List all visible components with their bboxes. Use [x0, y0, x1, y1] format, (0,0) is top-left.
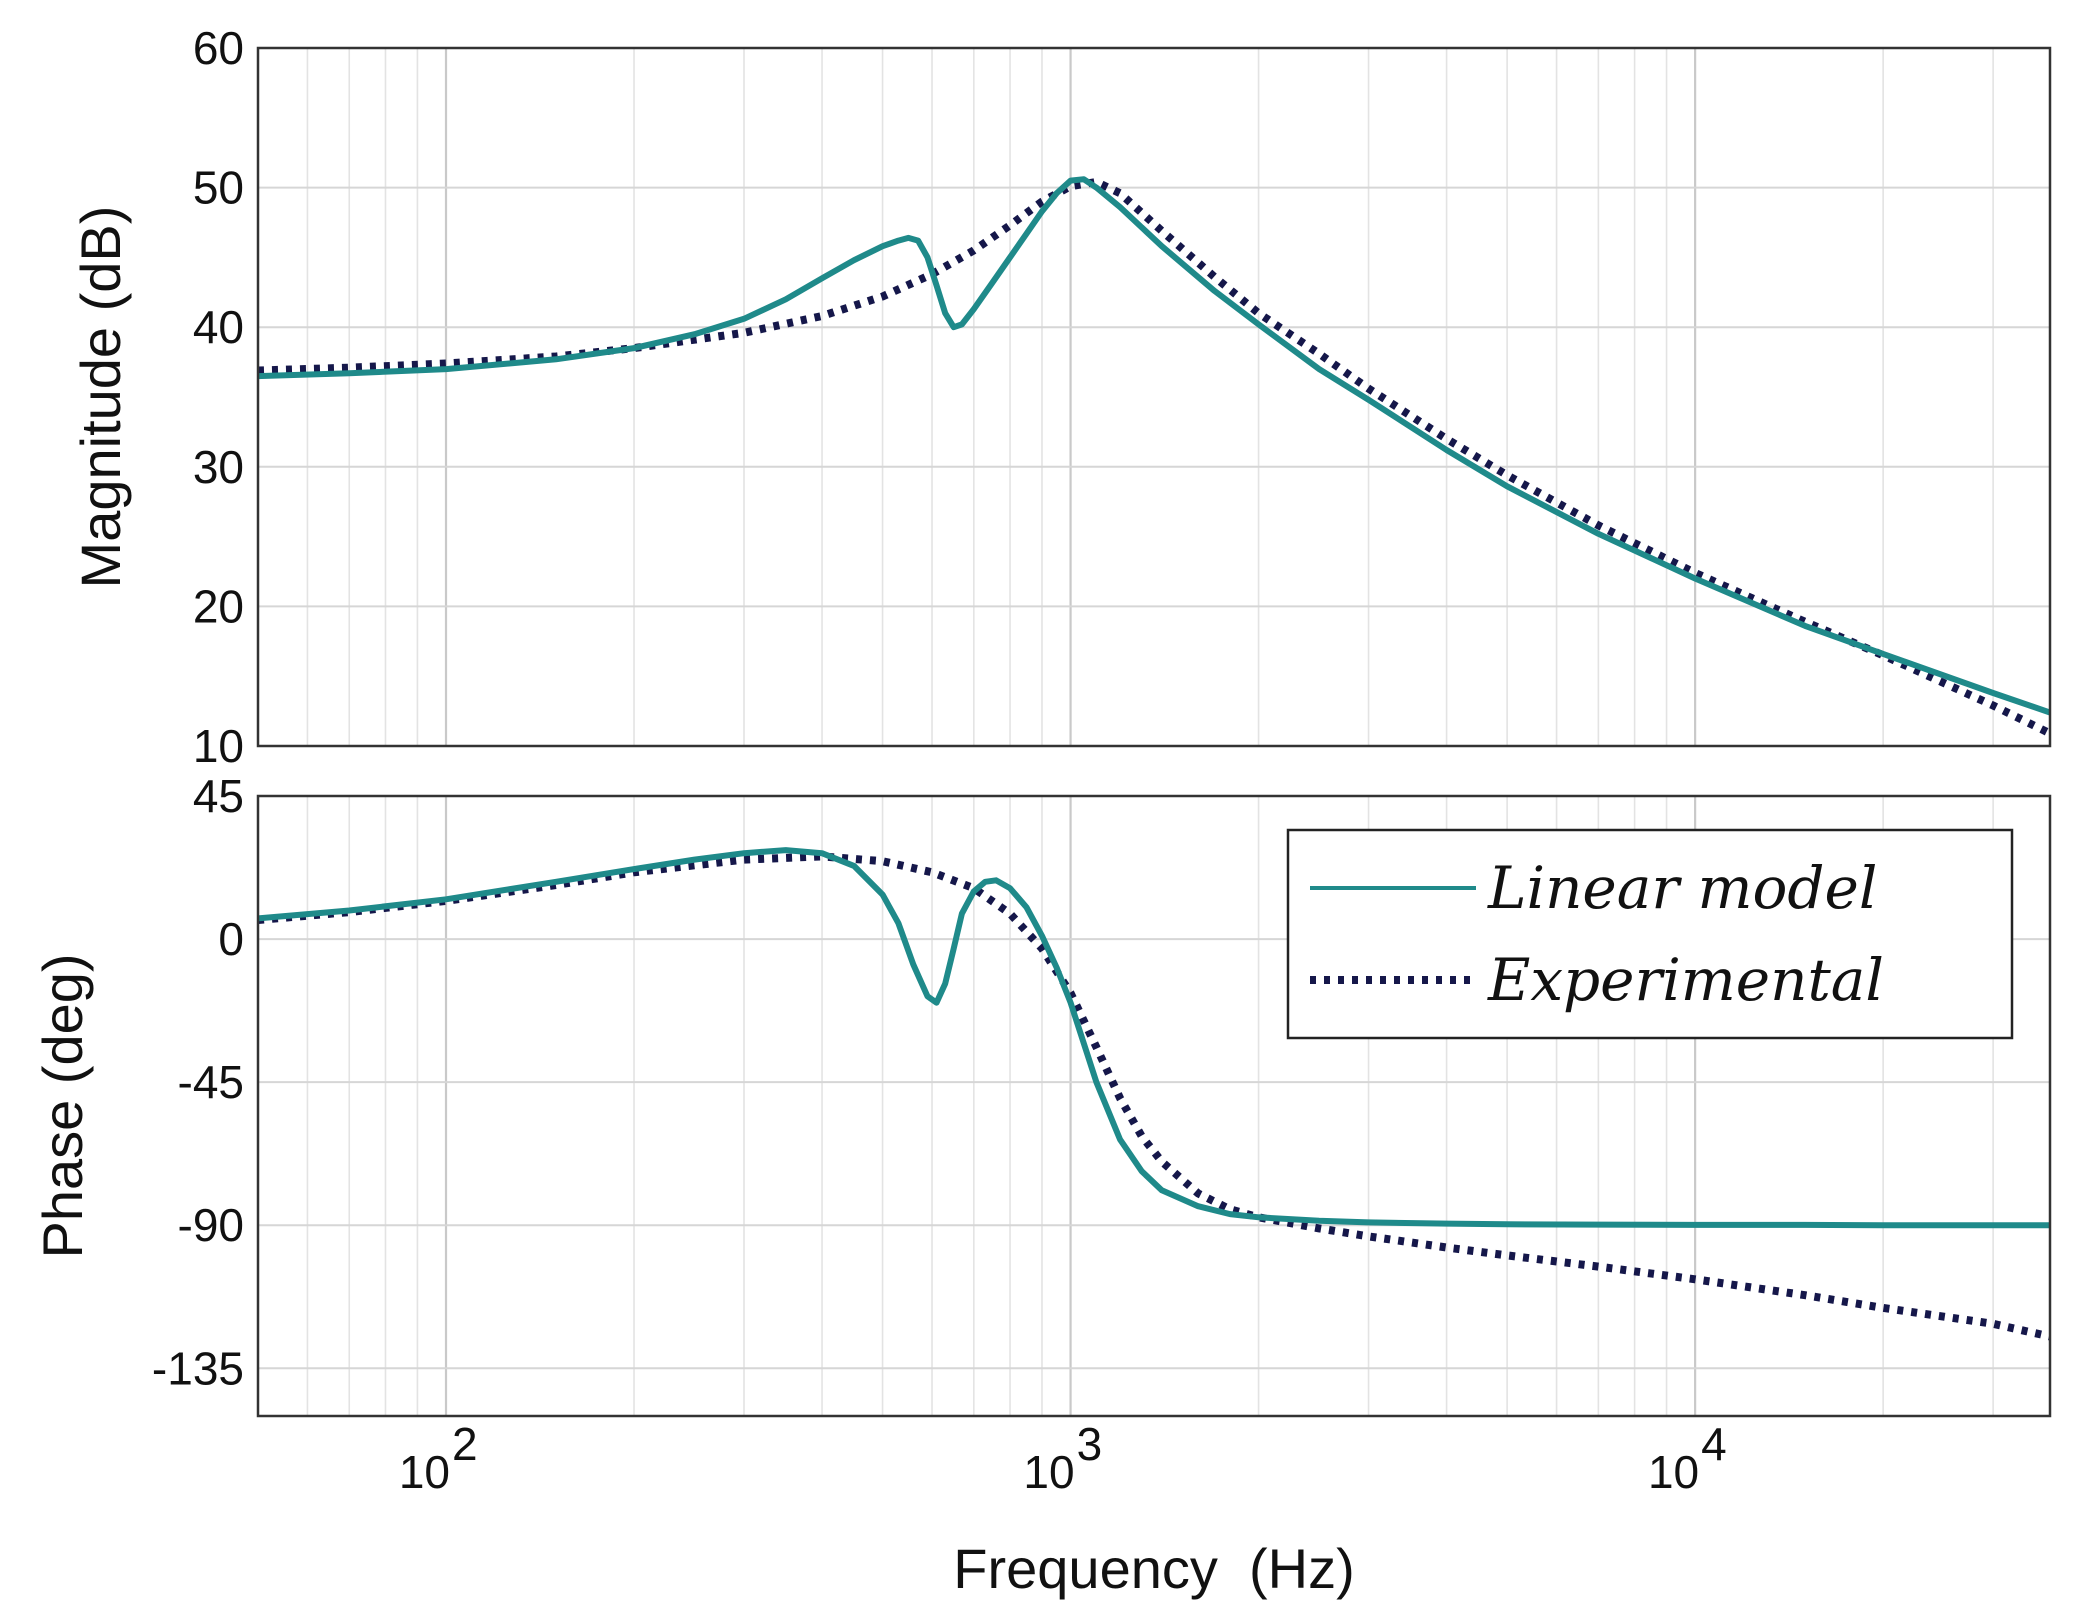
y-tick-label: 20: [193, 580, 244, 632]
magnitude-panel: 10 20 30 40 50 60 Magnitude (dB): [69, 22, 2052, 772]
y-tick-label: -45: [178, 1056, 244, 1108]
magnitude-y-tick-labels: 10 20 30 40 50 60: [193, 22, 244, 772]
magnitude-axes-frame: [256, 46, 2052, 748]
x-tick-label: 10: [399, 1446, 450, 1498]
y-tick-label: -90: [178, 1199, 244, 1251]
y-tick-label: 60: [193, 22, 244, 74]
x-tick-label: 10: [1648, 1446, 1699, 1498]
x-tick-label: 10: [1023, 1446, 1074, 1498]
linear-model-series-line: [258, 847, 2050, 1229]
linear-model-series-line: [258, 176, 2050, 716]
phase-axes-frame: [256, 794, 2052, 1418]
frequency-x-axis-label: Frequency (Hz): [953, 1537, 1354, 1600]
x-tick-exponent: 4: [1701, 1418, 1727, 1470]
y-tick-label: 50: [193, 162, 244, 214]
phase-y-axis-label: Phase (deg): [31, 953, 94, 1258]
phase-series: [258, 847, 2050, 1341]
y-tick-label: -135: [152, 1342, 244, 1394]
magnitude-grid: [257, 47, 2050, 747]
y-tick-label: 0: [218, 913, 244, 965]
legend-label-experimental: Experimental: [1487, 946, 1884, 1014]
phase-grid: [257, 795, 2050, 1416]
phase-y-tick-labels: -135 -90 -45 0 45: [152, 770, 244, 1394]
y-tick-label: 45: [193, 770, 244, 822]
x-tick-exponent: 3: [1077, 1418, 1103, 1470]
y-tick-label: 10: [193, 720, 244, 772]
x-tick-exponent: 2: [452, 1418, 478, 1470]
magnitude-series: [258, 176, 2050, 737]
legend-label-linear-model: Linear model: [1487, 854, 1877, 922]
legend: Linear model Experimental: [1286, 828, 2014, 1040]
experimental-series-line: [258, 178, 2050, 737]
legend-box: [1286, 828, 2014, 1040]
magnitude-y-axis-label: Magnitude (dB): [69, 206, 132, 589]
y-tick-label: 40: [193, 301, 244, 353]
y-tick-label: 30: [193, 441, 244, 493]
